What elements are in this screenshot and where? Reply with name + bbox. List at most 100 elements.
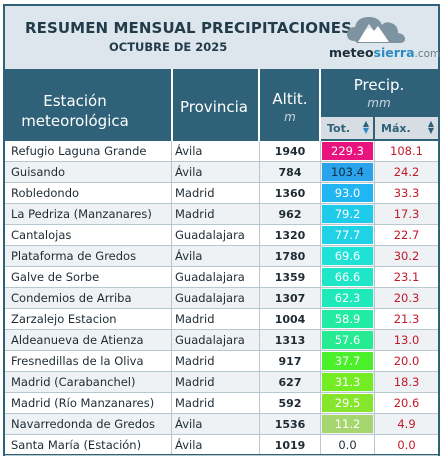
max-precip: 21.3 (393, 312, 420, 326)
table-row: Navarredonda de Gredos Ávila 1536 11.2 4.9 (5, 414, 438, 435)
brand-name: meteosierra.com (329, 45, 441, 60)
province: Guadalajara (175, 333, 245, 347)
altitude: 1004 (274, 313, 306, 326)
table-row: Condemios de Arriba Guadalajara 1307 62.3 20… (5, 288, 438, 309)
column-divider (374, 141, 375, 454)
altitude: 917 (278, 355, 302, 368)
table-row: Madrid (Carabanchel) Madrid 627 31.3 18.3 (5, 372, 438, 393)
max-precip: 4.9 (397, 417, 416, 431)
station-name: Zarzalejo Estacion (11, 312, 117, 326)
report-title: RESUMEN MENSUAL PRECIPITACIONES (25, 19, 353, 37)
total-precip: 57.6 (322, 331, 373, 349)
column-divider (171, 141, 172, 454)
header-precip: Precip. (353, 76, 405, 94)
header-province[interactable]: Provincia (180, 98, 248, 116)
altitude: 1019 (274, 439, 306, 452)
meteosierra-logo-icon (347, 17, 405, 43)
station-name: Navarredonda de Gredos (11, 417, 156, 431)
station-name: Galve de Sorbe (11, 270, 100, 284)
altitude: 1307 (274, 292, 306, 305)
max-precip: 33.3 (393, 186, 420, 200)
total-precip: 29.5 (322, 394, 373, 412)
total-precip: 58.9 (322, 310, 373, 328)
province: Ávila (175, 144, 203, 158)
max-precip: 20.3 (393, 291, 420, 305)
header-divider (171, 69, 173, 141)
max-precip: 22.7 (393, 228, 420, 242)
province: Madrid (175, 375, 215, 389)
total-precip: 69.6 (322, 247, 373, 265)
report-month: OCTUBRE DE 2025 (109, 40, 228, 54)
station-name: Robledondo (11, 186, 80, 200)
max-precip: 13.0 (393, 333, 420, 347)
header-altitude[interactable]: Altit. (272, 90, 308, 108)
total-precip: 31.3 (322, 373, 373, 391)
header-total[interactable]: Tot. ▲ ▼ (321, 117, 373, 139)
altitude: 962 (278, 208, 302, 221)
station-name: Cantalojas (11, 228, 72, 242)
max-precip: 24.2 (393, 165, 420, 179)
table-row: Refugio Laguna Grande Ávila 1940 229.3 108.1 (5, 141, 438, 162)
total-precip: 229.3 (322, 142, 373, 160)
table-row: Aldeanueva de Atienza Guadalajara 1313 57.6… (5, 330, 438, 351)
province: Madrid (175, 354, 215, 368)
max-precip: 30.2 (393, 249, 420, 263)
total-precip: 79.2 (322, 205, 373, 223)
header-precip-unit: mm (367, 96, 391, 110)
total-precip: 93.0 (322, 184, 373, 202)
total-precip: 11.2 (322, 415, 373, 433)
province: Ávila (175, 249, 203, 263)
max-precip: 0.0 (397, 438, 416, 452)
province: Madrid (175, 186, 215, 200)
altitude: 1360 (274, 187, 306, 200)
max-precip: 23.1 (393, 270, 420, 284)
province: Ávila (175, 165, 203, 179)
province: Madrid (175, 396, 215, 410)
table-row: Cantalojas Guadalajara 1320 77.7 22.7 (5, 225, 438, 246)
altitude: 1940 (274, 145, 306, 158)
station-name: Madrid (Río Manzanares) (11, 396, 155, 410)
total-precip: 62.3 (322, 289, 373, 307)
header-max[interactable]: Máx. ▲ ▼ (375, 117, 438, 139)
station-name: Fresnedillas de la Oliva (11, 354, 144, 368)
total-precip: 77.7 (322, 226, 373, 244)
table-row: Zarzalejo Estacion Madrid 1004 58.9 21.3 (5, 309, 438, 330)
altitude: 1320 (274, 229, 306, 242)
altitude: 1536 (274, 418, 306, 431)
station-name: Guisando (11, 165, 66, 179)
province: Ávila (175, 417, 203, 431)
max-precip: 20.0 (393, 354, 420, 368)
max-precip: 20.6 (393, 396, 420, 410)
station-name: Plataforma de Gredos (11, 249, 137, 263)
station-name: La Pedriza (Manzanares) (11, 207, 152, 221)
max-precip: 18.3 (393, 375, 420, 389)
table-row: Madrid (Río Manzanares) Madrid 592 29.5 20.6 (5, 393, 438, 414)
province: Madrid (175, 312, 215, 326)
sort-arrows-icon[interactable]: ▲ ▼ (427, 119, 434, 135)
total-precip: 66.6 (322, 268, 373, 286)
altitude: 592 (278, 397, 302, 410)
table-row: Guisando Ávila 784 103.4 24.2 (5, 162, 438, 183)
total-precip: 0.0 (338, 438, 357, 452)
station-name: Condemios de Arriba (11, 291, 132, 305)
column-divider (320, 141, 321, 454)
table-row: Robledondo Madrid 1360 93.0 33.3 (5, 183, 438, 204)
report-header: RESUMEN MENSUAL PRECIPITACIONES OCTUBRE … (5, 6, 441, 71)
province: Guadalajara (175, 228, 245, 242)
sort-arrows-icon[interactable]: ▲ ▼ (362, 119, 369, 135)
header-station[interactable]: Estación meteorológica (21, 92, 129, 130)
altitude: 627 (278, 376, 302, 389)
station-name: Refugio Laguna Grande (11, 144, 147, 158)
province: Madrid (175, 207, 215, 221)
province: Guadalajara (175, 291, 245, 305)
altitude: 1780 (274, 250, 306, 263)
max-precip: 17.3 (393, 207, 420, 221)
station-name: Madrid (Carabanchel) (11, 375, 136, 389)
total-precip: 103.4 (322, 163, 373, 181)
altitude: 784 (278, 166, 302, 179)
column-divider (259, 141, 260, 454)
table-row: Galve de Sorbe Guadalajara 1359 66.6 23.1 (5, 267, 438, 288)
table-row: Fresnedillas de la Oliva Madrid 917 37.7 20.… (5, 351, 438, 372)
table-row: Santa María (Estación) Ávila 1019 0.0 0.0 (5, 435, 438, 456)
precipitation-summary-table: RESUMEN MENSUAL PRECIPITACIONES OCTUBRE … (3, 4, 440, 456)
